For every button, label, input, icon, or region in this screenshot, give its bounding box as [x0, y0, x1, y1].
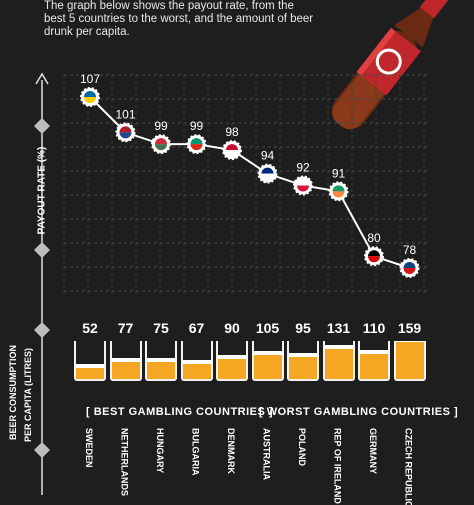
payout-point: 99	[151, 119, 171, 155]
beer-glass	[180, 341, 213, 381]
beer-bottle-icon	[332, 0, 453, 130]
country-label: GERMANY	[368, 428, 378, 475]
beer-foam	[360, 350, 388, 354]
beer-value-label: 52	[82, 320, 98, 336]
beer-fill	[360, 353, 388, 379]
payout-point: 78	[399, 243, 420, 278]
subtitle: The graph below shows the payout rate, f…	[44, 0, 314, 38]
beer-glass	[358, 341, 390, 381]
payout-point: 98	[222, 125, 242, 161]
beer-glass	[109, 341, 142, 381]
payout-point: 91	[328, 166, 349, 202]
country-label: CZECH REPUBLIC	[403, 428, 414, 505]
best-group-label: [ BEST GAMBLING COUNTRIES ]	[86, 406, 274, 418]
beer-value-label: 105	[255, 320, 280, 336]
axis-arrows	[34, 72, 50, 495]
beer-fill	[182, 363, 211, 379]
beer-foam	[324, 345, 353, 349]
beer-foam	[147, 358, 175, 362]
beer-foam	[395, 341, 424, 342]
beer-foam	[111, 358, 140, 362]
beer-glass	[287, 341, 319, 381]
beer-glass	[74, 341, 106, 381]
payout-line	[89, 96, 410, 269]
beer-value-label: 95	[295, 320, 311, 336]
beer-glass	[322, 341, 355, 381]
beer-glass	[251, 341, 284, 381]
beer-foam	[182, 360, 211, 364]
beer-fill	[111, 361, 140, 379]
payout-point: 99	[186, 119, 207, 155]
beer-value-label: 75	[153, 320, 169, 336]
beer-value-label: 77	[117, 320, 134, 336]
payout-value-label: 80	[367, 231, 381, 245]
beer-glass	[216, 341, 248, 381]
payout-value-label: 92	[296, 160, 310, 174]
beer-fill	[289, 356, 317, 379]
beer-glass	[393, 341, 426, 381]
payout-point: 80	[364, 231, 384, 267]
payout-points: 107 101 99 99 98 94 92 91 80 78	[80, 72, 420, 278]
country-label: REP OF IRELAND	[332, 428, 343, 504]
payout-point: 101	[115, 107, 136, 143]
beer-value-label: 90	[224, 320, 240, 336]
beer-foam	[76, 364, 104, 368]
payout-value-label: 107	[80, 72, 100, 86]
beer-axis-label-2: PER CAPITA (LITRES)	[23, 348, 33, 442]
beer-fill	[324, 348, 353, 379]
beer-fill	[218, 358, 246, 379]
payout-value-label: 98	[225, 125, 239, 139]
country-label: HUNGARY	[155, 428, 165, 474]
payout-value-label: 101	[115, 107, 135, 121]
payout-value-label: 99	[154, 119, 168, 133]
beer-fill	[253, 354, 282, 379]
payout-rate-chart: 107 101 99 99 98 94 92 91 80 78	[63, 72, 430, 295]
beer-axis-label-1: BEER CONSUMPTION	[8, 344, 18, 440]
country-label: AUSTRALIA	[261, 428, 272, 480]
worst-group-label: [ WORST GAMBLING COUNTRIES ]	[259, 406, 459, 418]
payout-value-label: 91	[332, 166, 346, 180]
payout-point: 107	[80, 72, 100, 107]
payout-axis-label: PAYOUT RATE (%)	[36, 146, 48, 235]
country-label: BULGARIA	[190, 428, 201, 476]
beer-foam	[218, 355, 246, 359]
beer-value-label: 159	[397, 320, 422, 336]
beer-foam	[289, 353, 317, 357]
beer-fill	[147, 361, 175, 379]
beer-value-label: 110	[362, 320, 386, 336]
payout-value-label: 78	[403, 243, 417, 257]
payout-value-label: 94	[261, 149, 275, 163]
payout-point: 94	[257, 149, 278, 184]
chart-grid	[63, 74, 430, 295]
payout-point: 92	[293, 160, 313, 196]
beer-value-label: 67	[188, 320, 205, 336]
country-label: SWEDEN	[84, 428, 94, 468]
beer-fill	[395, 341, 424, 379]
beer-fill	[76, 367, 104, 379]
beer-value-label: 131	[326, 320, 351, 336]
payout-value-label: 99	[190, 119, 204, 133]
country-label: NETHERLANDS	[119, 428, 130, 497]
beer-glass	[145, 341, 177, 381]
country-label: DENMARK	[226, 428, 236, 474]
beer-foam	[253, 351, 282, 355]
country-label: POLAND	[297, 428, 307, 466]
